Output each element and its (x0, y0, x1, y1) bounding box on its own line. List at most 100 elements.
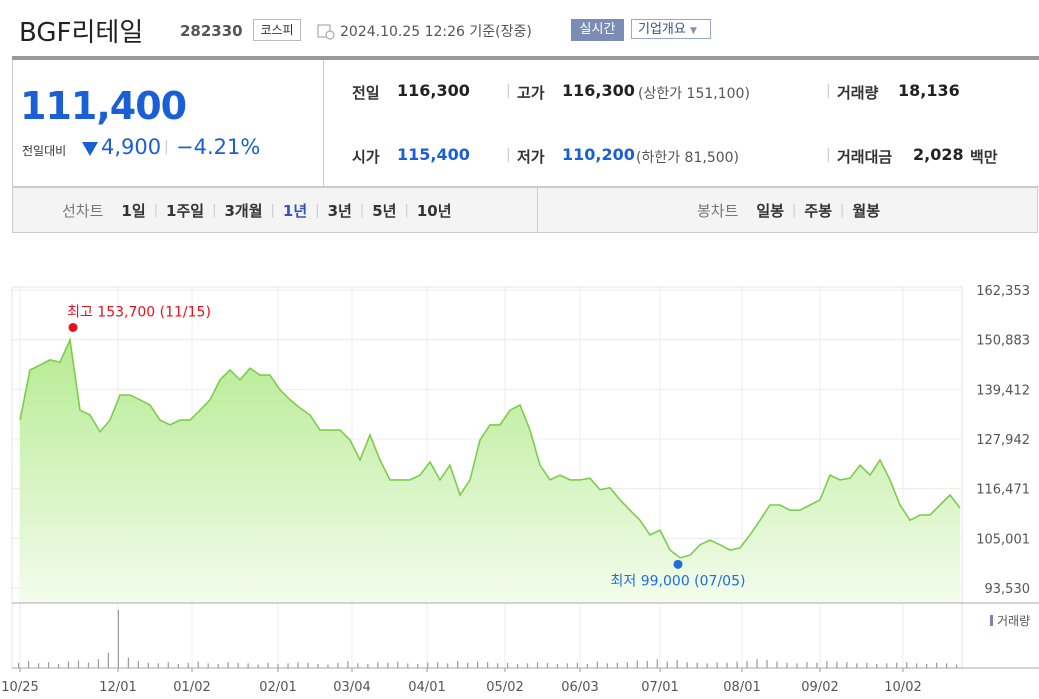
x-tick-label: 01/02 (173, 680, 210, 695)
volume-bar (646, 661, 648, 668)
x-tick-label: 04/01 (408, 680, 445, 695)
volume-bar (956, 664, 958, 668)
x-tick-label: 09/02 (801, 680, 838, 695)
annotation-label: 최고 153,700 (11/15) (67, 304, 211, 320)
volume-bar (77, 660, 80, 668)
area-fill (20, 340, 960, 603)
volume-bar (576, 662, 579, 668)
volume-bar (906, 662, 908, 668)
y-tick-label: 116,471 (976, 483, 1030, 498)
volume-bar (237, 662, 239, 668)
tab-separator: | (153, 203, 159, 218)
volume-bar (387, 662, 389, 668)
tab[interactable]: 10년 (416, 202, 452, 220)
volume-bar (157, 663, 159, 668)
volume-bar (267, 662, 269, 668)
summary-label: 고가 (517, 84, 545, 102)
volume-bar (516, 663, 519, 668)
volume-bar (746, 661, 748, 668)
volume-bar (596, 661, 598, 668)
volume-bar (417, 663, 419, 668)
annotation-label: 최저 99,000 (07/05) (611, 573, 746, 589)
candle-tabs: 봉차트 일봉 | 주봉 | 월봉 (697, 200, 880, 221)
volume-bar (666, 661, 668, 668)
tab[interactable]: 1년 (282, 202, 308, 220)
volume-bar (457, 661, 459, 668)
volume-bar (167, 662, 169, 668)
y-tick-label: 105,001 (976, 532, 1030, 547)
volume-bar (876, 663, 878, 668)
volume-bar (496, 663, 499, 668)
volume-bar (656, 659, 658, 668)
volume-bar (896, 662, 898, 668)
volume-bar (706, 663, 708, 668)
tab[interactable]: 5년 (372, 202, 397, 220)
tab[interactable]: 1주일 (166, 202, 205, 220)
volume-bar (926, 663, 928, 668)
volume-bar (247, 663, 249, 668)
separator: | (826, 147, 831, 163)
quote-box (12, 60, 1039, 187)
volume-bar (826, 661, 828, 668)
tab-separator: | (212, 203, 217, 218)
volume-bar (137, 661, 139, 668)
volume-bar (546, 662, 549, 668)
volume-bar (566, 663, 569, 668)
volume-bar (916, 663, 918, 668)
change-rate: −4.21% (176, 135, 261, 159)
tab[interactable]: 3개월 (224, 202, 263, 220)
volume-bar (37, 663, 40, 668)
summary-value: 115,400 (397, 145, 470, 164)
summary-note: (상한가 151,100) (638, 86, 750, 102)
volume-bar (287, 663, 289, 668)
annotation-dot (673, 559, 683, 569)
summary-label: 시가 (352, 148, 380, 166)
tab-separator: | (315, 203, 320, 218)
divider (537, 187, 538, 233)
tab-separator: | (840, 203, 845, 218)
x-tick-label: 07/01 (641, 680, 678, 695)
realtime-button[interactable]: 실시간 (571, 19, 624, 41)
y-tick-label: 127,942 (976, 433, 1030, 448)
volume-bar (756, 659, 758, 668)
tab[interactable]: 1일 (121, 202, 146, 220)
tab-separator: | (404, 203, 409, 218)
tab[interactable]: 일봉 (756, 202, 785, 220)
volume-bar (686, 662, 688, 668)
x-tick-label: 10/25 (1, 680, 38, 695)
current-price: 111,400 (20, 84, 187, 128)
volume-bar (776, 661, 778, 668)
volume-bar (806, 662, 808, 668)
volume-bar (586, 663, 588, 668)
x-tick-label: 08/01 (723, 680, 760, 695)
volume-bar (427, 662, 429, 668)
tab[interactable]: 월봉 (852, 202, 881, 220)
volume-bar (277, 663, 279, 668)
volume-bar (217, 663, 219, 668)
x-tick-label: 12/01 (99, 680, 136, 695)
company-button[interactable]: 기업개요 ▼ (631, 19, 711, 39)
volume-bar (556, 663, 559, 668)
volume-bar (107, 652, 110, 668)
tab-group-label: 봉차트 (697, 202, 739, 220)
volume-bar (317, 663, 319, 668)
volume-bar (67, 661, 70, 668)
volume-bar (836, 661, 838, 668)
volume-bar (616, 662, 618, 668)
change-label: 전일대비 (22, 144, 67, 158)
tab-separator: | (792, 203, 797, 218)
company-button-label[interactable]: 기업개요 (638, 22, 686, 37)
summary-label: 거래량 (837, 84, 879, 102)
tab[interactable]: 주봉 (804, 202, 833, 220)
volume-bar (816, 662, 818, 668)
volume-bar (936, 662, 938, 668)
volume-bar (187, 662, 189, 668)
tab[interactable]: 3년 (327, 202, 352, 220)
volume-bar (477, 661, 479, 668)
y-tick-label: 150,883 (976, 334, 1030, 349)
volume-bar (147, 662, 149, 668)
chart: 93,530 105,001 116,471 127,942 139,412 150,88… (1, 284, 1039, 695)
volume-bar (197, 661, 199, 668)
volume-bar (307, 662, 309, 668)
volume-bar (207, 663, 209, 668)
